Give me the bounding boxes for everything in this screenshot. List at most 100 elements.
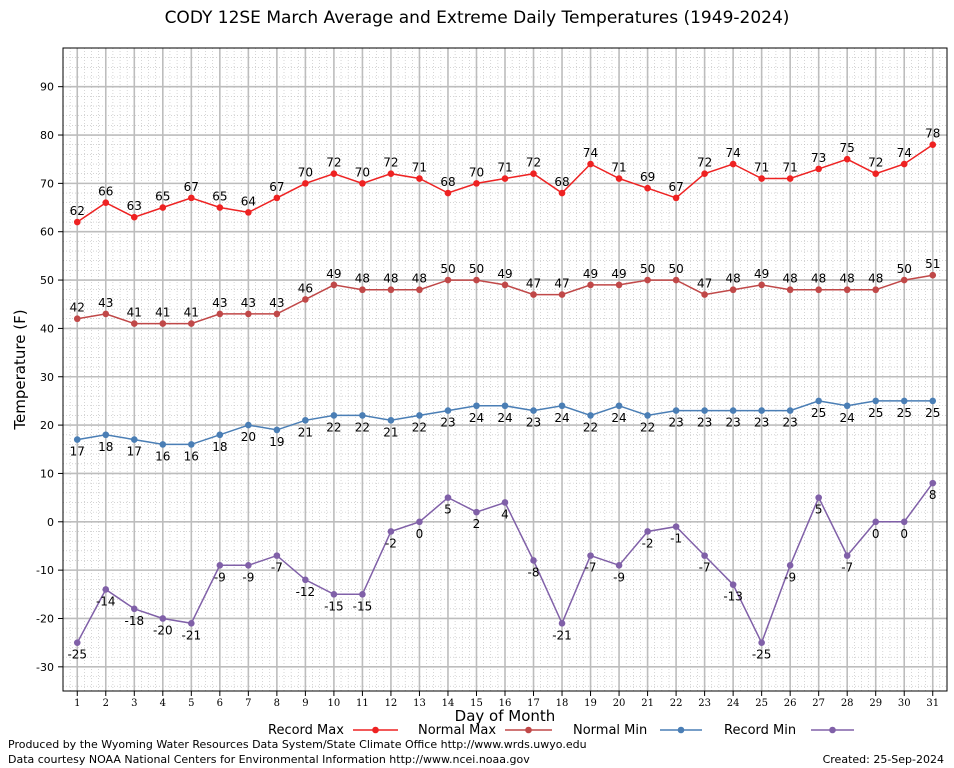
- x-tick-label: 7: [245, 698, 251, 709]
- data-point: [359, 591, 366, 598]
- data-point: [644, 276, 651, 284]
- data-point: [73, 436, 81, 443]
- data-label: -7: [841, 561, 853, 575]
- data-point: [416, 175, 423, 182]
- data-point: [758, 407, 765, 414]
- data-label: 22: [412, 420, 427, 434]
- data-label: 41: [155, 306, 170, 320]
- data-label: 2: [473, 517, 481, 531]
- data-label: 16: [155, 449, 170, 463]
- data-point: [530, 170, 537, 177]
- data-point: [558, 189, 566, 197]
- x-tick-label: 25: [755, 698, 768, 709]
- data-label: 16: [184, 449, 199, 463]
- data-point: [672, 407, 680, 414]
- data-point: [330, 281, 338, 289]
- data-point: [159, 615, 167, 622]
- data-label: 22: [583, 420, 598, 434]
- data-label: 25: [868, 406, 883, 420]
- data-label: 49: [583, 267, 598, 281]
- series-record-min: -25-14-18-20 -21-9 -9-7-12-15 -15-20524-8-2…: [67, 479, 937, 662]
- data-label: -14: [96, 594, 116, 608]
- data-point: [815, 397, 822, 405]
- x-tick-label: 26: [784, 698, 797, 709]
- data-point: [416, 412, 423, 419]
- data-point: [188, 320, 195, 327]
- data-label: 50: [440, 262, 455, 276]
- data-point: [387, 170, 395, 177]
- data-label: -13: [723, 590, 743, 604]
- y-tick-label: -30: [36, 661, 54, 674]
- data-point: [929, 271, 937, 279]
- data-point: [102, 310, 110, 318]
- x-tick-label: 13: [413, 698, 426, 709]
- data-label: 50: [469, 262, 484, 276]
- data-label: 78: [925, 127, 940, 141]
- y-tick-label: -20: [36, 612, 54, 625]
- footer-produced-by: Produced by the Wyoming Water Resources …: [8, 738, 587, 751]
- data-label: 68: [440, 175, 455, 189]
- data-label: -15: [353, 599, 373, 613]
- y-tick-label: 0: [47, 516, 54, 529]
- data-point: [359, 412, 366, 419]
- data-point: [216, 204, 224, 211]
- data-label: -25: [752, 648, 772, 662]
- data-label: 8: [929, 488, 937, 502]
- data-label: 23: [725, 416, 740, 430]
- data-label: 70: [298, 165, 313, 179]
- data-point: [758, 639, 765, 646]
- data-point: [416, 518, 423, 526]
- x-tick-label: 14: [442, 698, 455, 709]
- data-point: [245, 562, 252, 569]
- data-label: 47: [554, 277, 569, 291]
- data-label: 23: [754, 416, 769, 430]
- data-label: -2: [642, 536, 654, 550]
- data-point: [929, 397, 937, 405]
- series-normal-max: 42 43 41 41 41 43 43 43 46 49 48 48 48 50 50 49 47 47 49 49…: [70, 257, 940, 327]
- legend-label: Normal Min: [573, 723, 647, 738]
- data-point: [843, 552, 851, 559]
- data-point: [473, 402, 480, 410]
- x-tick-label: 15: [470, 698, 483, 709]
- data-point: [587, 160, 594, 168]
- data-label: 22: [355, 420, 370, 434]
- x-tick-label: 3: [131, 698, 137, 709]
- x-tick-label: 31: [926, 698, 939, 709]
- data-point: [273, 552, 281, 559]
- data-label: 73: [811, 151, 826, 165]
- data-label: 41: [184, 306, 199, 320]
- data-point: [130, 605, 138, 613]
- data-label: 22: [326, 420, 341, 434]
- data-label: 48: [840, 272, 855, 286]
- data-label: 69: [640, 170, 655, 184]
- y-axis-label: Temperature (F): [11, 309, 29, 430]
- data-label: 75: [840, 141, 855, 155]
- data-label: 18: [212, 440, 227, 454]
- data-point: [672, 194, 680, 202]
- data-point: [273, 426, 281, 434]
- data-label: -7: [271, 561, 283, 575]
- data-label: 48: [355, 272, 370, 286]
- data-point: [672, 276, 680, 284]
- data-label: -25: [67, 648, 87, 662]
- data-point: [159, 204, 167, 211]
- data-point: [729, 581, 737, 588]
- chart-title: CODY 12SE March Average and Extreme Dail…: [164, 8, 790, 28]
- x-tick-label: 19: [584, 698, 597, 709]
- data-label: 0: [900, 527, 908, 541]
- data-label: 71: [783, 161, 798, 175]
- data-label: 49: [611, 267, 626, 281]
- x-tick-label: 9: [302, 698, 308, 709]
- data-point: [273, 194, 281, 202]
- legend-label: Normal Max: [418, 723, 496, 738]
- data-label: 18: [98, 440, 113, 454]
- data-label: -18: [124, 614, 144, 628]
- x-tick-label: 4: [160, 698, 166, 709]
- data-point: [815, 494, 822, 501]
- x-axis-label: Day of Month: [455, 707, 556, 725]
- data-point: [872, 518, 880, 526]
- data-point: [530, 291, 537, 298]
- data-label: 68: [554, 175, 569, 189]
- x-tick-label: 24: [727, 698, 740, 709]
- x-tick-label: 27: [812, 698, 825, 709]
